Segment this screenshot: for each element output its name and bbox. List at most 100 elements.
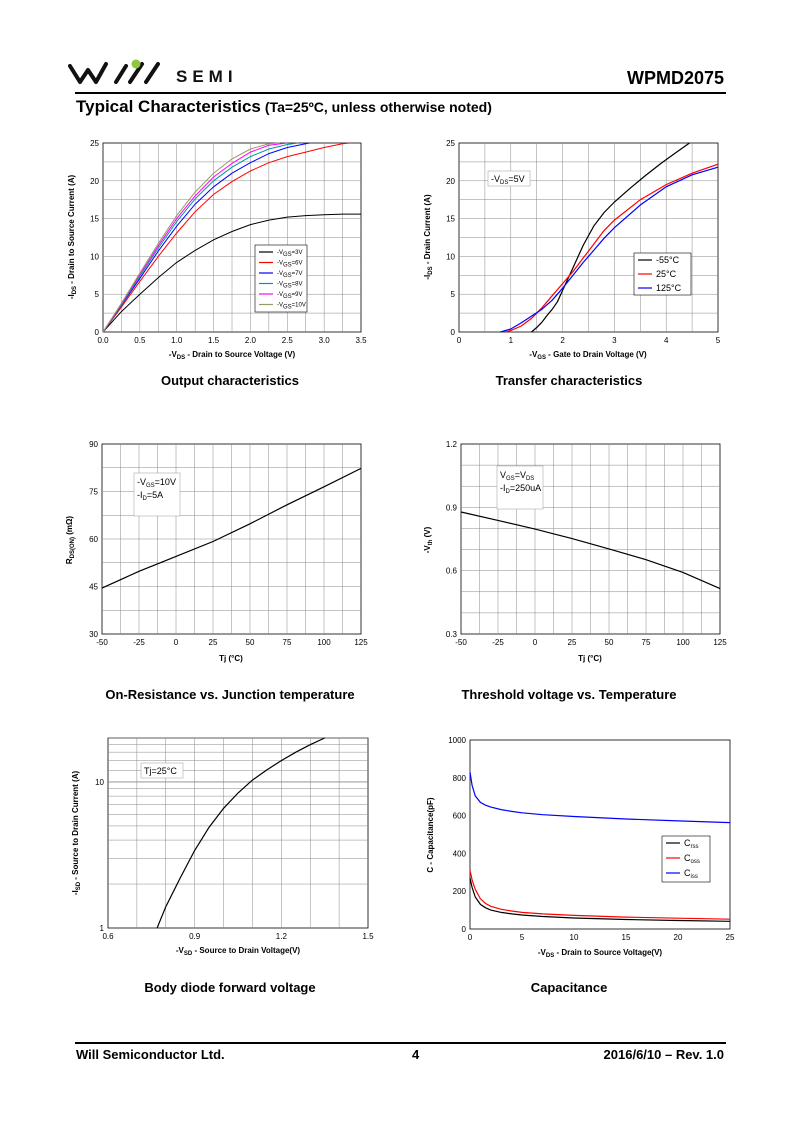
output-ytick-label: 0 <box>95 328 100 337</box>
diode-plot-area <box>107 737 369 929</box>
caption-output: Output characteristics <box>161 373 299 388</box>
transfer-series-line-0 <box>531 142 690 333</box>
diode-xtick-label: 1.2 <box>276 932 288 941</box>
ron-ytick-label: 60 <box>89 535 98 544</box>
vth-annotation-box <box>496 465 544 510</box>
caption-diode: Body diode forward voltage <box>144 980 316 995</box>
vth-ytick-label: 0.9 <box>446 503 458 512</box>
cap-ytick-label: 0 <box>462 925 467 934</box>
ron-y-axis-label: RDS(ON)​ (mΩ) <box>65 516 76 565</box>
diode-xtick-label: 0.9 <box>189 932 201 941</box>
chart-ron: -50 -25 0 25 50 75 100 125 30 45 60 75 90 Tj (°C) RDS(… <box>65 440 368 663</box>
ron-xtick-label: 25 <box>209 638 218 647</box>
transfer-legend-entry: -55°C <box>656 255 680 265</box>
output-legend <box>254 244 308 313</box>
transfer-xtick-label: 5 <box>716 336 721 345</box>
output-xtick-label: 1.0 <box>171 336 183 345</box>
diode-annotation-box <box>140 762 184 779</box>
transfer-legend-entry: 25°C <box>656 269 677 279</box>
ron-ytick-label: 45 <box>89 583 98 592</box>
diode-x-axis-label: -VSD​ - Source to Drain Voltage(V) <box>176 946 301 957</box>
footer-date-rev: 2016/6/10 – Rev. 1.0 <box>603 1047 724 1062</box>
cap-legend-entry: Ciss​ <box>684 868 698 880</box>
cap-xtick-label: 20 <box>674 933 683 942</box>
output-xtick-label: 0.5 <box>134 336 146 345</box>
vth-plot-area <box>460 443 721 635</box>
vth-ytick-label: 1.2 <box>446 440 458 449</box>
cap-series-line-2 <box>469 772 731 824</box>
ron-plot-area <box>101 443 362 635</box>
output-legend-entry: -VGS​=9V <box>277 292 303 300</box>
ron-xtick-label: -25 <box>133 638 145 647</box>
vth-annotation-line: -ID​=250uA <box>500 483 541 495</box>
company-logo <box>68 58 168 91</box>
chart-transfer: 0 1 2 3 4 5 0 5 10 15 20 25 -VGS​ - Gate to Drain Vo… <box>423 139 721 361</box>
output-series-line-3 <box>102 142 299 333</box>
output-xtick-label: 3.0 <box>319 336 331 345</box>
vth-xtick-label: 100 <box>676 638 690 647</box>
vth-series-line-0 <box>460 511 721 590</box>
ron-series-line-0 <box>101 467 362 589</box>
ron-annotation-box <box>133 472 181 517</box>
transfer-annotation-box <box>487 170 531 187</box>
transfer-plot-area <box>458 142 719 333</box>
vth-xtick-label: 75 <box>642 638 651 647</box>
ron-xtick-label: 75 <box>283 638 292 647</box>
diode-ytick-label: 10 <box>95 778 104 787</box>
transfer-xtick-label: 2 <box>560 336 565 345</box>
transfer-legend-entry: 125°C <box>656 283 682 293</box>
ron-x-axis-label: Tj (°C) <box>219 654 243 663</box>
chart-vth: -50 -25 0 25 50 75 100 125 0.3 0.6 0.9 1.2 Tj (°C) -V… <box>423 440 727 663</box>
output-ytick-label: 10 <box>90 252 99 261</box>
ron-annotation-line: -ID​=5A <box>137 490 163 502</box>
vth-x-axis-label: Tj (°C) <box>578 654 602 663</box>
output-x-axis-label: -VDS​ - Drain to Source Voltage (V) <box>169 350 296 361</box>
diode-series-line-0 <box>156 737 325 929</box>
transfer-legend <box>633 252 692 296</box>
output-legend-entry: -VGS​=7V <box>277 271 303 279</box>
output-series-line-5 <box>102 142 280 333</box>
section-condition: (Ta=25ºC, unless otherwise noted) <box>264 99 492 115</box>
cap-y-axis-label: C - Capacitance(pF) <box>426 797 435 872</box>
chart-cap: 0 5 10 15 20 25 0 200 400 600 800 1000 -VDS​ - Drain… <box>426 736 735 959</box>
output-ytick-label: 5 <box>95 290 100 299</box>
cap-xtick-label: 25 <box>726 933 735 942</box>
transfer-ytick-label: 20 <box>446 177 455 186</box>
cap-legend-entry: Coss​ <box>684 853 700 865</box>
ron-xtick-label: 100 <box>317 638 331 647</box>
transfer-ytick-label: 5 <box>451 290 456 299</box>
caption-vth: Threshold voltage vs. Temperature <box>461 687 677 702</box>
output-series-line-2 <box>102 142 310 333</box>
chart-output: 0.0 0.5 1.0 1.5 2.0 2.5 3.0 3.5 0 5 10 15 20 25 -VDS​ … <box>67 139 367 361</box>
output-xtick-label: 2.5 <box>282 336 294 345</box>
cap-xtick-label: 15 <box>622 933 631 942</box>
ron-xtick-label: 125 <box>354 638 368 647</box>
cap-series-line-0 <box>469 877 731 922</box>
output-legend-entry: -VGS​=3V <box>277 250 303 258</box>
transfer-annotation: -VDS​=5V <box>491 174 525 186</box>
section-title: Typical Characteristics (Ta=25ºC, unless … <box>76 97 492 117</box>
section-title-text: Typical Characteristics <box>76 97 261 116</box>
output-ytick-label: 15 <box>90 215 99 224</box>
transfer-ytick-label: 0 <box>451 328 456 337</box>
vth-xtick-label: 50 <box>605 638 614 647</box>
cap-ytick-label: 400 <box>453 849 467 858</box>
output-ytick-label: 20 <box>90 177 99 186</box>
ron-xtick-label: 50 <box>246 638 255 647</box>
output-plot-area <box>102 142 362 333</box>
part-number: WPMD2075 <box>626 68 724 88</box>
cap-xtick-label: 0 <box>468 933 473 942</box>
transfer-ytick-label: 25 <box>446 139 455 148</box>
cap-ytick-label: 800 <box>453 774 467 783</box>
output-xtick-label: 3.5 <box>355 336 367 345</box>
output-series-line-4 <box>102 142 288 333</box>
output-legend-entry: -VGS​=6V <box>277 261 303 269</box>
ron-ytick-label: 75 <box>89 488 98 497</box>
vth-xtick-label: -50 <box>455 638 467 647</box>
cap-series-line-1 <box>469 870 731 920</box>
diode-y-axis-label: -ISD​ - Source to Drain Current (A) <box>71 770 82 895</box>
diode-annotation: Tj=25°C <box>144 766 177 776</box>
output-series-line-0 <box>102 213 361 333</box>
footer-company: Will Semiconductor Ltd. <box>76 1047 225 1062</box>
